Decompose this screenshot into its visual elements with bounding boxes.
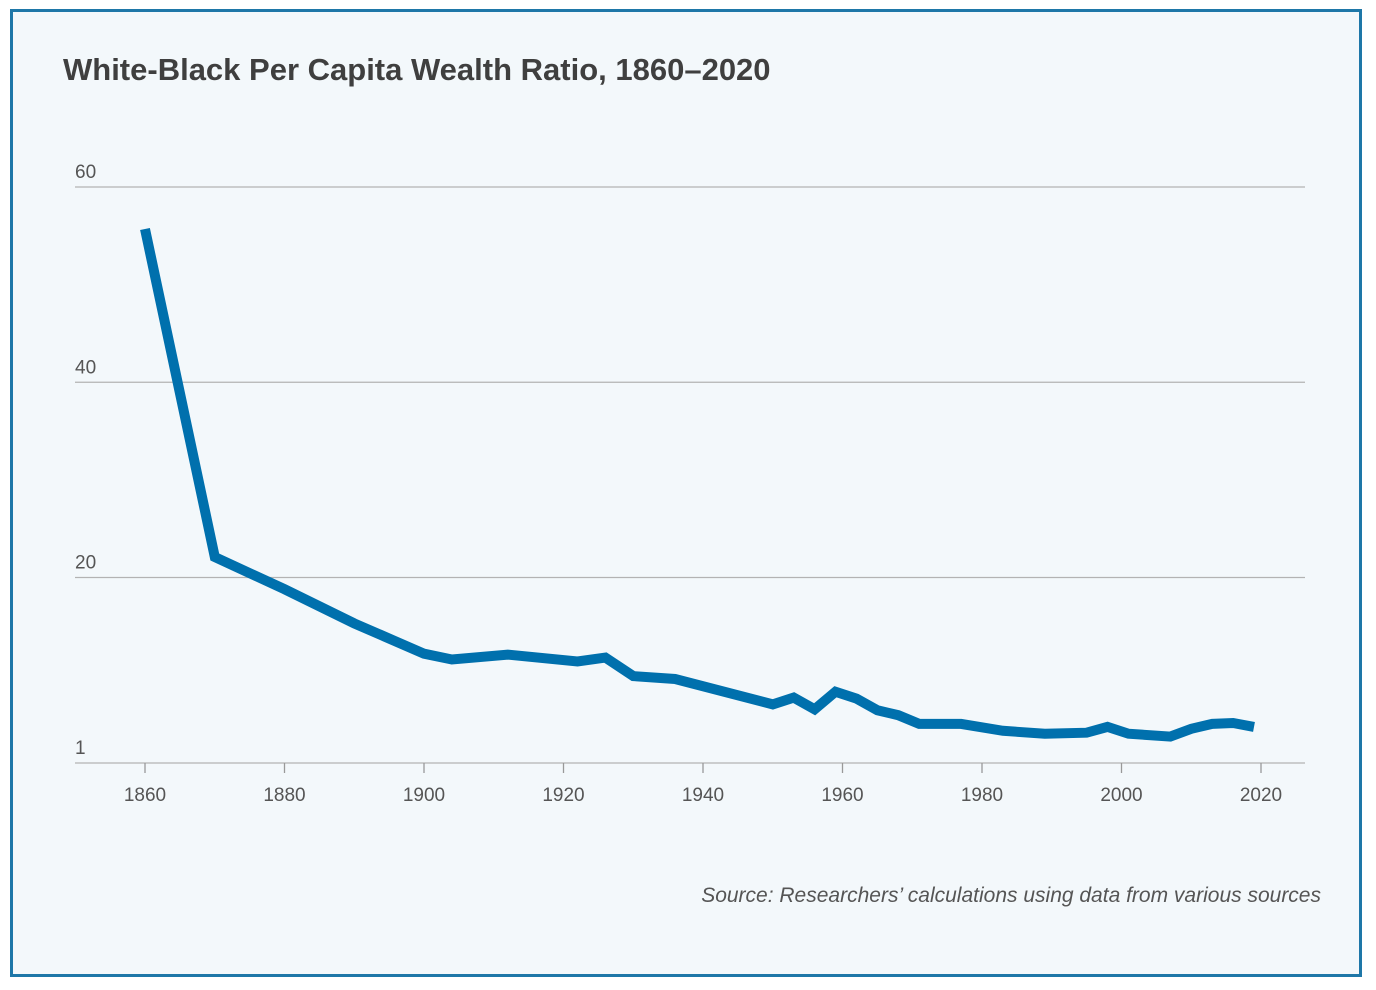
series-line-0 (140, 227, 1255, 742)
y-tick-label-60: 60 (75, 162, 96, 183)
gridlines (75, 186, 1305, 764)
chart-frame (10, 9, 1362, 977)
chart-title: White-Black Per Capita Wealth Ratio, 186… (63, 52, 771, 87)
x-tick-label-1920: 1920 (542, 785, 584, 806)
y-tick-label-40: 40 (75, 357, 96, 378)
x-tick-label-1980: 1980 (961, 785, 1003, 806)
y-tick-label-20: 20 (75, 553, 96, 574)
y-tick-label-1: 1 (75, 738, 86, 759)
x-tick-label-2000: 2000 (1100, 785, 1142, 806)
x-tick-label-1860: 1860 (124, 785, 166, 806)
x-tick-label-1940: 1940 (682, 785, 724, 806)
x-tick-label-2020: 2020 (1240, 785, 1282, 806)
x-tick-label-1960: 1960 (821, 785, 863, 806)
x-tick-label-1880: 1880 (263, 785, 305, 806)
y-axis: 1 20 40 60 (75, 162, 96, 759)
x-tick-label-1900: 1900 (403, 785, 445, 806)
source-note: Source: Researchers’ calculations using … (701, 884, 1321, 907)
x-axis: 1860 1880 1900 1920 1940 1960 1980 2000 2020 (124, 763, 1282, 806)
series (140, 227, 1255, 742)
